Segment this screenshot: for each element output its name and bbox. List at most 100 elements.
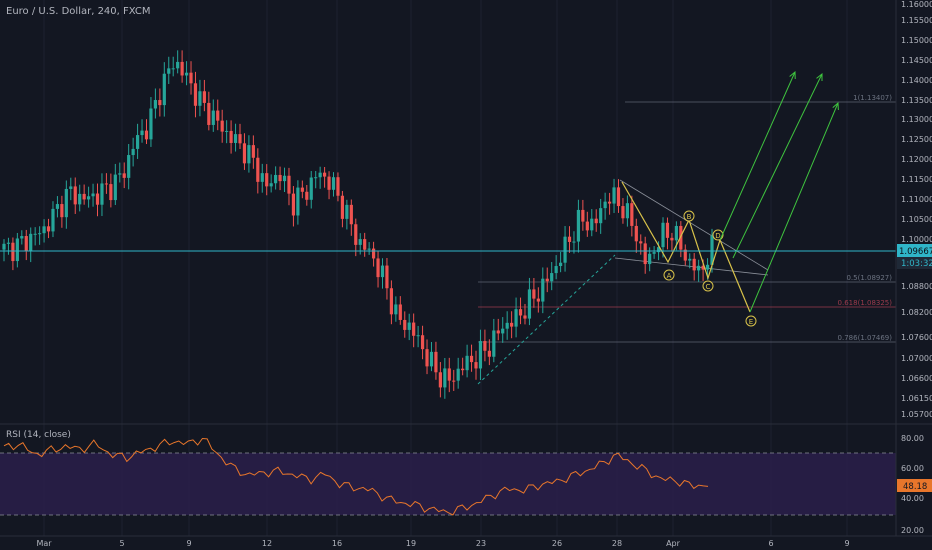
candle-body	[211, 110, 215, 125]
projection-arrow-line	[749, 102, 839, 313]
candle-body	[122, 173, 126, 178]
candle-body	[229, 130, 233, 143]
wave-label: C	[706, 283, 711, 291]
candle-body	[630, 203, 634, 226]
candle-body	[483, 341, 487, 351]
candle-body	[599, 208, 603, 224]
candle-body	[354, 224, 358, 245]
time-tick-label: 19	[406, 539, 416, 548]
candle-body	[412, 322, 416, 336]
wave-label: D	[715, 232, 720, 240]
candle-body	[670, 237, 674, 241]
candle-body	[501, 328, 505, 334]
candle-body	[514, 309, 518, 327]
candle-body	[349, 204, 353, 225]
fib-level-label: 0.618(1.08325)	[838, 299, 893, 307]
time-tick-label: 28	[612, 539, 622, 548]
candle-body	[158, 100, 162, 106]
price-axis[interactable]: 1.16000 1.15500 1.15000 1.14500 1.14000 1.135…	[901, 0, 932, 419]
wave-marker	[712, 229, 724, 241]
candle-body	[2, 243, 6, 250]
candle-body	[625, 203, 629, 219]
candle-body	[532, 289, 536, 299]
price-tick-label: 1.15000	[901, 36, 932, 45]
candle-body	[207, 102, 211, 125]
candle-body	[144, 130, 149, 140]
candle-body	[425, 349, 429, 367]
candle-body	[581, 209, 585, 222]
candle-body	[242, 143, 247, 164]
time-tick-label: 5	[119, 539, 124, 548]
price-tick-label: 1.06150	[901, 394, 932, 403]
price-tick-label: 1.07600	[901, 333, 932, 342]
triangle-upper-line[interactable]	[619, 179, 769, 271]
candle-body	[710, 235, 714, 265]
candle-body	[541, 278, 545, 302]
symbol-title[interactable]: Euro / U.S. Dollar, 240, FXCM	[6, 6, 151, 17]
candle-body	[407, 322, 411, 330]
candle-body	[51, 208, 55, 232]
candle-body	[545, 278, 549, 282]
rsi-axis[interactable]: 80.00 60.00 40.00 20.00	[901, 434, 924, 535]
elliott-waves[interactable]: A B C D E	[621, 181, 757, 327]
candle-body	[184, 72, 189, 76]
candle-body	[60, 204, 64, 218]
price-tick-label: 1.05700	[901, 410, 932, 419]
fib-level-label: 1(1.13407)	[853, 94, 892, 102]
candle-body	[189, 72, 193, 84]
time-tick-label: 16	[332, 539, 342, 548]
price-tick-label: 1.13500	[901, 96, 932, 105]
price-tick-label: 1.12000	[901, 155, 932, 164]
time-axis[interactable]: Mar 5 9 12 16 19 23 26 28 Apr 6 9	[36, 539, 849, 548]
candle-body	[180, 61, 184, 76]
candle-body	[634, 225, 638, 242]
candle-body	[176, 61, 180, 69]
wave-label: E	[749, 318, 753, 326]
candle-body	[323, 172, 327, 177]
wave-path	[621, 181, 751, 313]
candle-body	[300, 187, 304, 192]
candle-body	[278, 174, 282, 182]
candle-body	[576, 209, 581, 242]
candle-body	[665, 222, 670, 238]
projection-arrow-line	[719, 71, 796, 241]
candle-body	[153, 100, 157, 109]
candle-body	[269, 183, 273, 187]
candle-body	[247, 145, 251, 164]
fib-level-label: 0.786(1.07469)	[838, 334, 893, 342]
trendline-dashed[interactable]	[477, 254, 616, 385]
candle-body	[216, 110, 220, 121]
projection-arrows[interactable]	[719, 70, 839, 313]
rsi-title[interactable]: RSI (14, close)	[6, 430, 71, 440]
rsi-tick-label: 40.00	[901, 494, 924, 503]
candle-body	[461, 368, 465, 371]
candle-body	[331, 177, 336, 190]
candle-body	[171, 68, 175, 70]
time-tick-label: 9	[186, 539, 191, 548]
time-tick-label: Mar	[36, 539, 52, 548]
candle-body	[563, 236, 567, 263]
candle-body	[256, 157, 260, 182]
candle-body	[95, 193, 100, 205]
wave-marker	[683, 210, 695, 222]
candle-body	[73, 186, 77, 205]
candle-body	[452, 380, 456, 382]
candle-body	[705, 264, 710, 270]
countdown-label-bg	[897, 257, 932, 269]
candle-body	[64, 188, 68, 218]
candle-body	[367, 248, 371, 250]
candle-body	[639, 241, 643, 244]
wave-label: A	[667, 272, 672, 280]
candle-body	[527, 289, 532, 319]
candle-body	[688, 258, 692, 261]
candle-body	[233, 134, 238, 143]
candlesticks[interactable]	[2, 50, 714, 399]
price-tick-label: 1.11500	[901, 175, 932, 184]
candle-body	[238, 134, 242, 144]
triangle-lower-line[interactable]	[614, 257, 769, 276]
rsi-line[interactable]	[3, 437, 709, 516]
candle-body	[487, 350, 491, 357]
price-tick-label: 1.15500	[901, 16, 932, 25]
candle-body	[149, 108, 153, 140]
